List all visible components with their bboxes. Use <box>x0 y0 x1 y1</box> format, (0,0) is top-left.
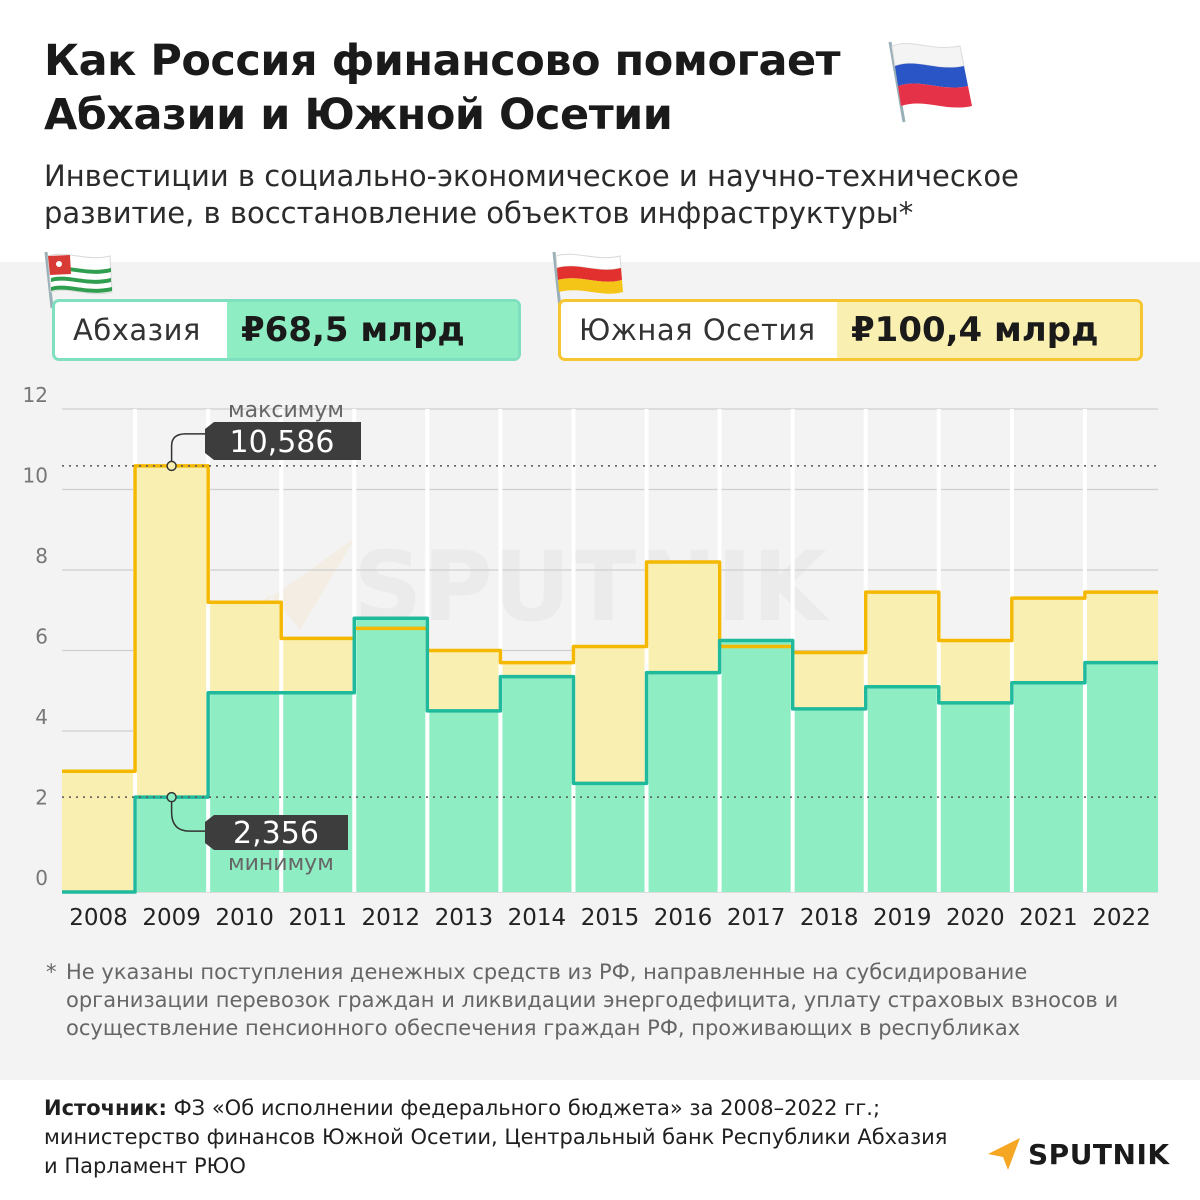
source-note: Источник: ФЗ «Об исполнении федерального… <box>44 1094 964 1181</box>
sputnik-logo: SPUTNIK <box>986 1134 1170 1174</box>
abkhazia-bar <box>865 686 939 892</box>
min-caption: минимум <box>228 851 334 876</box>
abkhazia-bar <box>1084 662 1158 892</box>
abkhazia-total-box: Абхазия ₽68,5 млрд <box>52 299 521 361</box>
sputnik-watermark: SPUTNIK <box>225 531 830 643</box>
sputnik-logo-text: SPUTNIK <box>1028 1137 1170 1171</box>
abkhazia-bar <box>719 640 793 892</box>
abkhazia-bar <box>427 710 501 892</box>
russia-flag-icon <box>888 41 972 123</box>
footnote-star: * <box>46 960 57 984</box>
y-tick-label: 8 <box>35 544 48 568</box>
x-tick-label: 2021 <box>1019 905 1078 931</box>
x-tick-label: 2018 <box>800 905 859 931</box>
min-value-box <box>205 815 348 850</box>
source-label: Источник: <box>44 1096 167 1120</box>
abkhazia-line <box>62 616 1158 894</box>
abkhazia-bar <box>573 783 647 892</box>
y-tick-label: 4 <box>35 705 48 729</box>
abkhazia-bar <box>500 676 574 892</box>
x-tick-label: 2013 <box>435 905 494 931</box>
y-tick-label: 10 <box>23 464 48 488</box>
source-text: ФЗ «Об исполнении федерального бюджета» … <box>44 1096 948 1178</box>
x-tick-label: 2020 <box>946 905 1005 931</box>
south-ossetia-total-value: ₽100,4 млрд <box>837 302 1140 358</box>
page-subtitle: Инвестиции в социально-экономическое и н… <box>44 159 1019 230</box>
x-tick-label: 2017 <box>727 905 786 931</box>
watermark-text: SPUTNIK <box>353 531 830 643</box>
max-connector <box>170 433 208 466</box>
abkhazia-bar <box>1011 682 1085 892</box>
x-tick-label: 2009 <box>142 905 201 931</box>
y-tick-label: 2 <box>35 786 48 810</box>
max-marker <box>166 460 177 472</box>
abkhazia-bar <box>938 702 1012 892</box>
abkhazia-bar <box>208 692 282 892</box>
x-tick-label: 2015 <box>581 905 640 931</box>
min-value-label: 2,356 <box>233 816 319 851</box>
investment-step-chart: SPUTNIK 0 2 4 6 8 10 12 2008 2009 2010 2011 2012 2013… <box>23 383 1158 931</box>
footnote-text: Не указаны поступления денежных средств … <box>66 960 1119 1040</box>
x-tick-label: 2016 <box>654 905 713 931</box>
abkhazia-bar <box>281 692 355 892</box>
south-ossetia-line <box>62 464 1158 773</box>
y-tick-label: 12 <box>23 383 48 407</box>
x-tick-label: 2008 <box>69 905 128 931</box>
x-tick-label: 2014 <box>508 905 567 931</box>
max-value-label: 10,586 <box>230 425 335 460</box>
abkhazia-bar <box>354 618 428 892</box>
south-ossetia-bar <box>62 771 136 892</box>
x-tick-label: 2019 <box>873 905 932 931</box>
y-tick-label: 0 <box>35 866 48 890</box>
y-tick-label: 6 <box>35 625 48 649</box>
south-ossetia-total-box: Южная Осетия ₽100,4 млрд <box>558 299 1143 361</box>
abkhazia-total-value: ₽68,5 млрд <box>227 302 518 358</box>
x-tick-label: 2012 <box>362 905 421 931</box>
max-value-box <box>205 422 361 460</box>
page-title: Как Россия финансово помогает Абхазии и … <box>44 36 841 140</box>
south-ossetia-total-label: Южная Осетия <box>579 313 816 347</box>
x-tick-label: 2010 <box>215 905 274 931</box>
south-ossetia-flag-icon <box>552 251 623 309</box>
abkhazia-bar <box>792 708 866 892</box>
x-tick-label: 2022 <box>1092 905 1151 931</box>
min-connector <box>170 797 208 832</box>
abkhazia-bar <box>646 672 720 892</box>
abkhazia-total-label: Абхазия <box>73 313 201 347</box>
max-caption: максимум <box>228 398 344 423</box>
x-tick-label: 2011 <box>288 905 347 931</box>
sputnik-logo-icon <box>988 1138 1020 1170</box>
abkhazia-flag-icon <box>44 251 113 309</box>
min-marker <box>166 791 177 803</box>
